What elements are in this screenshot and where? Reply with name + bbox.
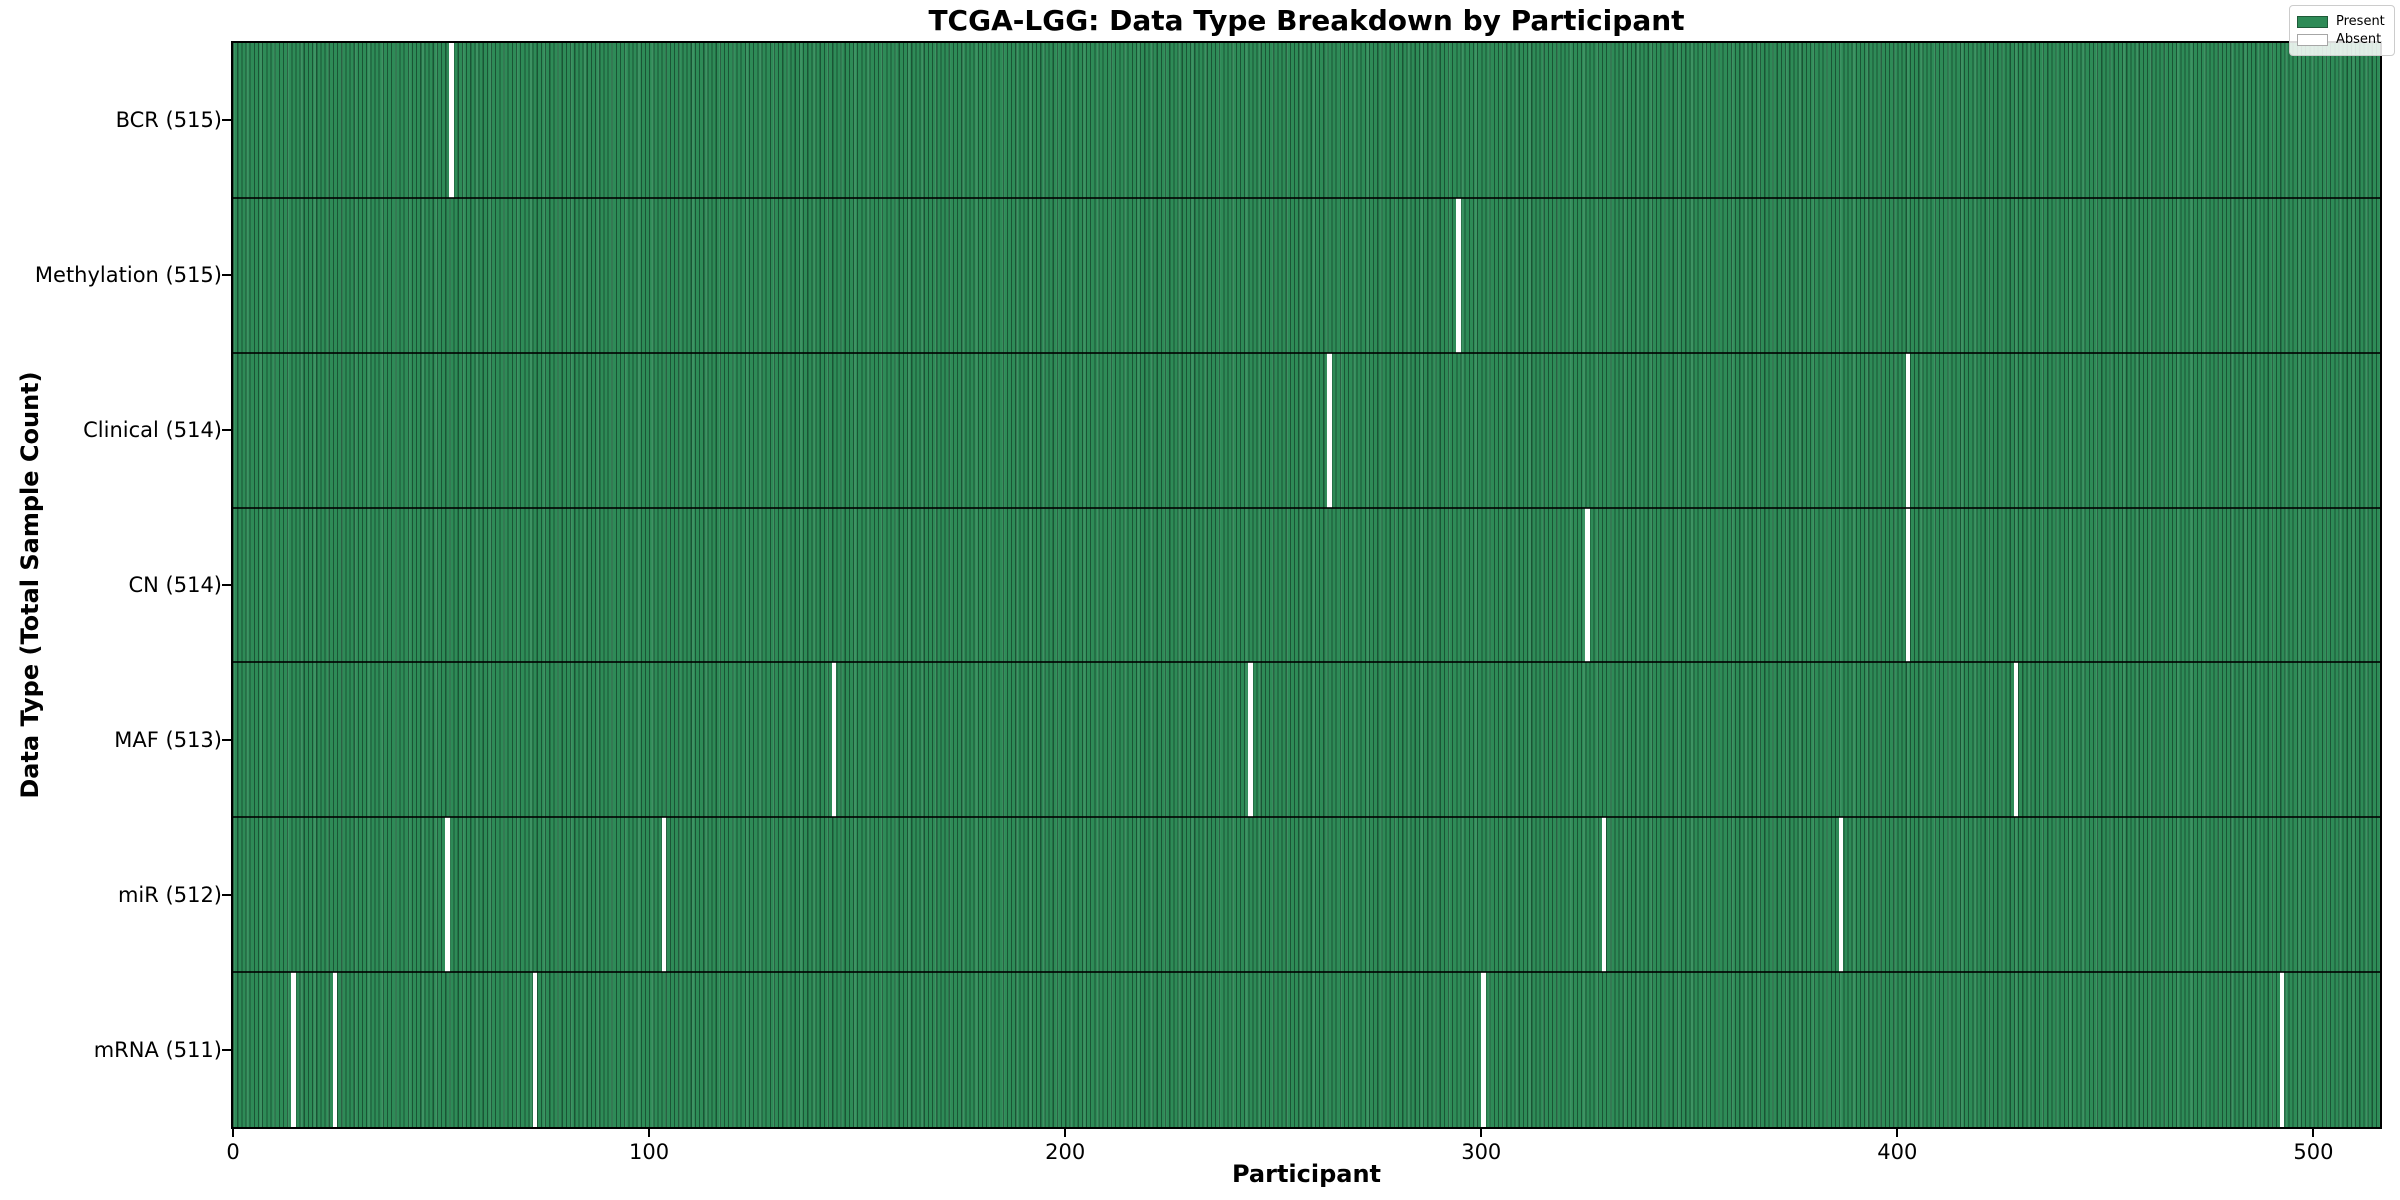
- row-label-Methylation: Methylation (515): [34, 263, 222, 288]
- absent-gap-mRNA-300: [1481, 972, 1486, 1127]
- row-label-miR: miR (512): [117, 882, 222, 907]
- x-tick-label: 400: [1877, 1140, 1918, 1164]
- absent-gap-mRNA-14: [291, 972, 296, 1127]
- x-tick: [1480, 1127, 1483, 1137]
- chart-title: TCGA-LGG: Data Type Breakdown by Partici…: [928, 4, 1685, 37]
- legend: Present Absent: [2289, 5, 2395, 56]
- absent-gap-miR-386: [1839, 817, 1844, 973]
- row-separator: [233, 971, 2380, 974]
- x-axis-label: Participant: [1231, 1160, 1382, 1188]
- row-label-mRNA: mRNA (511): [93, 1037, 222, 1062]
- row-label-MAF: MAF (513): [114, 727, 222, 752]
- y-tick: [222, 429, 231, 432]
- row-label-Clinical: Clinical (514): [83, 418, 222, 443]
- absent-gap-Methylation-294: [1456, 197, 1461, 353]
- row-separator: [233, 816, 2380, 819]
- x-tick-label: 200: [1045, 1140, 1086, 1164]
- absent-gap-miR-103: [661, 817, 666, 973]
- absent-gap-mRNA-24: [332, 972, 338, 1127]
- y-tick: [222, 119, 231, 122]
- row-separator: [233, 661, 2380, 664]
- row-label-CN: CN (514): [128, 573, 222, 597]
- absent-gap-MAF-244: [1248, 662, 1253, 818]
- legend-swatch-present: [2297, 15, 2328, 28]
- row-separator: [233, 506, 2380, 509]
- plot-area: [233, 43, 2380, 1127]
- x-tick-label: 300: [1461, 1140, 1502, 1164]
- x-tick: [2312, 1127, 2315, 1137]
- absent-gap-CN-325: [1585, 507, 1590, 663]
- legend-entry-absent: Absent: [2297, 32, 2387, 47]
- legend-label: Present: [2336, 14, 2385, 29]
- y-tick: [222, 738, 231, 741]
- absent-gap-Clinical-402: [1905, 352, 1910, 508]
- absent-gap-miR-51: [445, 817, 450, 973]
- x-tick-label: 0: [226, 1140, 240, 1164]
- x-tick: [232, 1127, 234, 1137]
- absent-gap-mRNA-72: [532, 972, 537, 1127]
- x-tick-label: 100: [629, 1140, 670, 1164]
- x-tick-label: 500: [2293, 1140, 2334, 1164]
- absent-gap-miR-329: [1601, 817, 1607, 973]
- y-tick: [222, 893, 231, 896]
- x-tick: [1896, 1127, 1899, 1137]
- legend-swatch-absent: [2297, 33, 2328, 46]
- legend-entry-present: Present: [2297, 14, 2387, 29]
- y-tick: [222, 584, 231, 586]
- legend-label: Absent: [2336, 32, 2382, 47]
- absent-gap-MAF-144: [832, 662, 837, 818]
- row-separator: [233, 196, 2380, 199]
- absent-gap-BCR-52: [449, 43, 454, 198]
- absent-gap-CN-402: [1905, 507, 1910, 663]
- x-tick: [1064, 1127, 1067, 1137]
- absent-gap-mRNA-492: [2280, 972, 2285, 1127]
- row-label-BCR: BCR (515): [115, 108, 222, 133]
- y-tick: [222, 1048, 231, 1051]
- y-tick: [222, 274, 231, 277]
- absent-gap-MAF-428: [2013, 662, 2019, 818]
- row-separator: [233, 351, 2380, 354]
- absent-gap-Clinical-263: [1327, 352, 1332, 508]
- x-tick: [648, 1127, 651, 1137]
